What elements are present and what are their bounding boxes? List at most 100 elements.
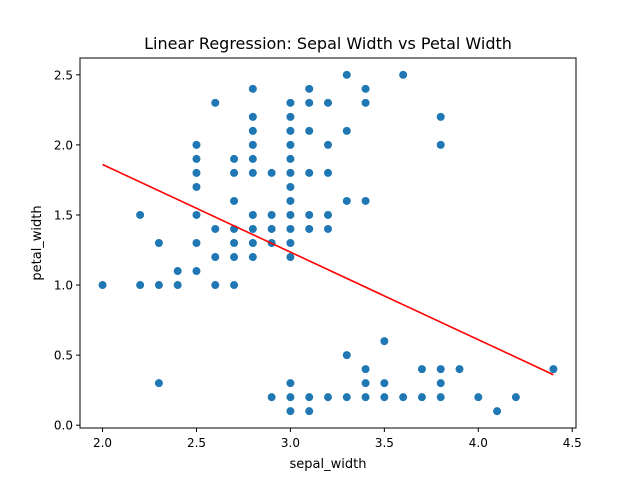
y-tick-label: 0.0 (54, 419, 73, 433)
data-point (286, 393, 295, 402)
x-axis-label: sepal_width (290, 457, 367, 472)
y-tick-label: 2.5 (54, 68, 73, 82)
data-point (493, 407, 502, 416)
data-point (230, 281, 239, 290)
data-point (305, 393, 314, 402)
data-point (248, 224, 257, 233)
data-point (211, 281, 220, 290)
data-point (342, 70, 351, 79)
data-point (399, 393, 408, 402)
data-point (286, 196, 295, 205)
data-point (361, 365, 370, 374)
data-point (324, 168, 332, 177)
data-point (342, 351, 351, 360)
data-point (248, 112, 257, 121)
data-point (192, 154, 201, 163)
data-point (248, 84, 257, 93)
data-point (192, 182, 201, 191)
y-tick-label: 2.0 (54, 138, 73, 152)
data-point (286, 182, 295, 191)
data-point (324, 393, 332, 402)
x-axis: 2.0 2.5 3.0 3.5 4.0 4.5 (93, 428, 582, 450)
regression-line (102, 163, 554, 376)
data-point (211, 98, 220, 107)
data-point (286, 210, 295, 219)
data-point (230, 154, 239, 163)
data-point (248, 253, 257, 262)
data-point (380, 393, 389, 402)
data-point (211, 253, 220, 262)
data-point (230, 239, 239, 247)
data-point (361, 84, 370, 93)
data-point (230, 168, 239, 177)
y-axis: 0.0 0.5 1.0 1.5 2.0 2.5 (54, 68, 80, 433)
data-point (305, 407, 314, 416)
y-tick-label: 1.0 (54, 279, 73, 293)
data-point (342, 196, 351, 205)
data-point (417, 365, 426, 374)
data-point (230, 196, 239, 205)
data-point (286, 168, 295, 177)
data-point (286, 154, 295, 163)
data-point (361, 98, 370, 107)
data-point (286, 98, 295, 107)
data-point (286, 112, 295, 121)
data-point (455, 365, 464, 374)
data-point (549, 365, 558, 374)
data-point (192, 168, 201, 177)
data-point (380, 379, 389, 388)
data-point (361, 379, 370, 388)
data-point (399, 70, 408, 79)
data-point (436, 365, 445, 374)
data-point (248, 126, 257, 135)
data-point (136, 281, 145, 290)
data-point (474, 393, 483, 402)
data-point (305, 224, 314, 233)
data-point (248, 154, 257, 163)
data-point (286, 224, 295, 233)
data-point (230, 253, 239, 262)
data-point (248, 168, 257, 177)
data-point (154, 239, 163, 247)
data-point (324, 210, 332, 219)
data-point (154, 379, 163, 388)
data-point (286, 239, 295, 247)
data-point (380, 337, 389, 346)
data-point (192, 267, 201, 276)
data-point (361, 393, 370, 402)
data-point (305, 210, 314, 219)
data-point (192, 210, 201, 219)
data-point (136, 210, 145, 219)
data-point (305, 84, 314, 93)
data-point (436, 393, 445, 402)
data-point (267, 393, 276, 402)
data-point (324, 98, 332, 107)
data-point (286, 140, 295, 149)
data-point (267, 168, 276, 177)
x-tick-label: 3.5 (375, 436, 394, 450)
data-point (248, 140, 257, 149)
data-point (192, 239, 201, 247)
data-point (286, 126, 295, 135)
data-point (267, 210, 276, 219)
data-point (436, 112, 445, 121)
data-point (305, 126, 314, 135)
data-point (211, 224, 220, 233)
data-point (286, 253, 295, 262)
data-point (305, 98, 314, 107)
y-axis-label: petal_width (30, 205, 45, 280)
data-point (286, 407, 295, 416)
data-point (417, 393, 426, 402)
data-point (192, 140, 201, 149)
data-point (248, 210, 257, 219)
x-tick-label: 4.5 (563, 436, 582, 450)
x-tick-label: 3.0 (281, 436, 300, 450)
data-point (98, 281, 107, 290)
data-point (154, 281, 163, 290)
data-point (173, 267, 182, 276)
x-tick-label: 2.5 (187, 436, 206, 450)
data-point (342, 126, 351, 135)
data-point (324, 224, 332, 233)
